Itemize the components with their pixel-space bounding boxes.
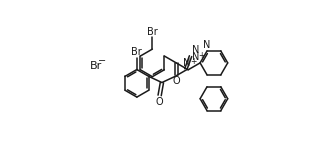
Text: +: +: [191, 57, 197, 66]
Text: N: N: [183, 58, 191, 68]
Text: O: O: [155, 97, 163, 107]
Text: Br: Br: [147, 27, 158, 37]
Text: O: O: [173, 76, 180, 86]
Text: N: N: [192, 52, 199, 62]
Text: N: N: [203, 40, 210, 50]
Text: −: −: [98, 56, 106, 66]
Text: N: N: [192, 45, 199, 55]
Text: Br: Br: [132, 47, 142, 57]
Text: +: +: [198, 51, 205, 60]
Text: Br: Br: [90, 61, 102, 71]
